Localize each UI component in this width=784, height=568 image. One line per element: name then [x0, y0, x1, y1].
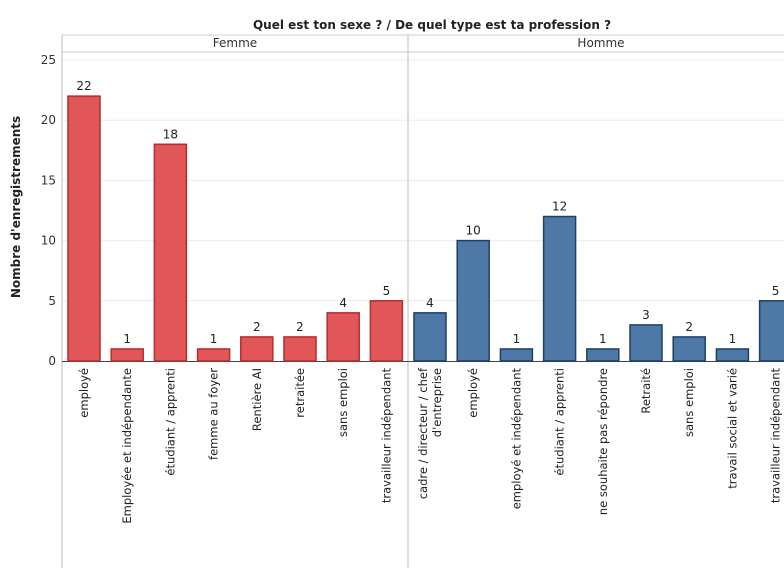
category-label-femme-employe: employé: [77, 368, 91, 418]
y-axis-label: Nombre d'enregistrements: [9, 116, 23, 298]
category-label-femme-etudiant-apprenti: étudiant / apprenti: [163, 368, 177, 476]
category-label-homme-employe: employé: [466, 368, 480, 418]
category-label-homme-employe-et-independant: employé et indépendant: [509, 368, 523, 510]
category-label-homme-ne-souhaite-pas-repondre: ne souhaite pas répondre: [596, 368, 610, 515]
bar-femme-employe: [67, 95, 101, 362]
bar-homme-travail-social-et-varie: [715, 348, 750, 362]
value-label: 10: [466, 224, 481, 238]
category-labels: employé Employée et indépendante étudiant …: [77, 367, 783, 524]
bar-homme-sans-emploi: [672, 336, 706, 362]
bar-homme-employe: [456, 239, 490, 362]
y-tick-label: 5: [48, 294, 56, 308]
bar-femme-travailleur-independant: [369, 300, 404, 362]
bar-femme-retraitee: [283, 336, 317, 362]
value-label: 4: [339, 296, 347, 310]
category-label-homme-retraite: Retraité: [639, 368, 653, 414]
bar-femme-femme-au-foyer: [196, 348, 231, 362]
value-label: 2: [296, 320, 304, 334]
value-label: 5: [383, 284, 391, 298]
category-label-homme-sans-emploi: sans emploi: [682, 368, 696, 437]
category-label-femme-travailleur-independant: travailleur indépendant: [379, 368, 393, 504]
category-label-homme-cadre-directeur-chef-d-entreprise: cadre / directeur / chefd'entreprise: [416, 367, 444, 499]
category-label-homme-etudiant-apprenti: étudiant / apprenti: [553, 368, 567, 476]
y-tick-label: 10: [41, 234, 56, 248]
bar-homme-travailleur-independant: [758, 300, 784, 362]
bar-femme-rentiere-ai: [240, 336, 274, 362]
bar-homme-employe-et-independant: [499, 348, 534, 362]
category-label-femme-femme-au-foyer: femme au foyer: [207, 368, 221, 460]
value-label: 1: [599, 332, 607, 346]
bar-homme-retraite: [629, 324, 663, 362]
panel-label-homme: Homme: [577, 36, 624, 50]
category-label-homme-travail-social-et-varie: travail social et varié: [725, 368, 739, 489]
value-label: 2: [253, 320, 261, 334]
panel-label-femme: Femme: [213, 36, 257, 50]
y-tick-label: 15: [41, 173, 56, 187]
value-label: 1: [729, 332, 737, 346]
value-label: 1: [123, 332, 131, 346]
category-label-femme-employee-et-independante: Employée et indépendante: [120, 368, 134, 524]
bar-homme-etudiant-apprenti: [542, 215, 577, 362]
chart-title: Quel est ton sexe ? / De quel type est t…: [253, 18, 611, 32]
category-label-femme-retraitee: retraitée: [293, 368, 307, 418]
category-label-homme-travailleur-independant: travailleur indépendant: [769, 368, 783, 504]
value-label: 1: [513, 332, 521, 346]
y-tick-label: 25: [41, 53, 56, 67]
y-axis-ticks: 0 5 10 15 20 25: [41, 53, 56, 368]
category-label-femme-rentiere-ai: Rentière AI: [250, 368, 264, 431]
y-tick-label: 20: [41, 113, 56, 127]
value-label: 3: [642, 308, 650, 322]
value-label: 1: [210, 332, 218, 346]
value-label: 22: [76, 79, 91, 93]
bar-homme-cadre-directeur-chef-d-entreprise: [413, 312, 447, 362]
bar-homme-ne-souhaite-pas-repondre: [586, 348, 620, 362]
category-label-femme-sans-emploi: sans emploi: [336, 368, 350, 437]
y-tick-label: 0: [48, 354, 56, 368]
value-label: 2: [685, 320, 693, 334]
value-label: 18: [163, 127, 178, 141]
value-label: 5: [772, 284, 780, 298]
value-label: 12: [552, 200, 567, 214]
bar-femme-sans-emploi: [326, 312, 360, 362]
bar-femme-etudiant-apprenti: [153, 143, 188, 362]
bar-femme-employee-et-independante: [110, 348, 144, 362]
value-label: 4: [426, 296, 434, 310]
bars: [67, 95, 784, 362]
